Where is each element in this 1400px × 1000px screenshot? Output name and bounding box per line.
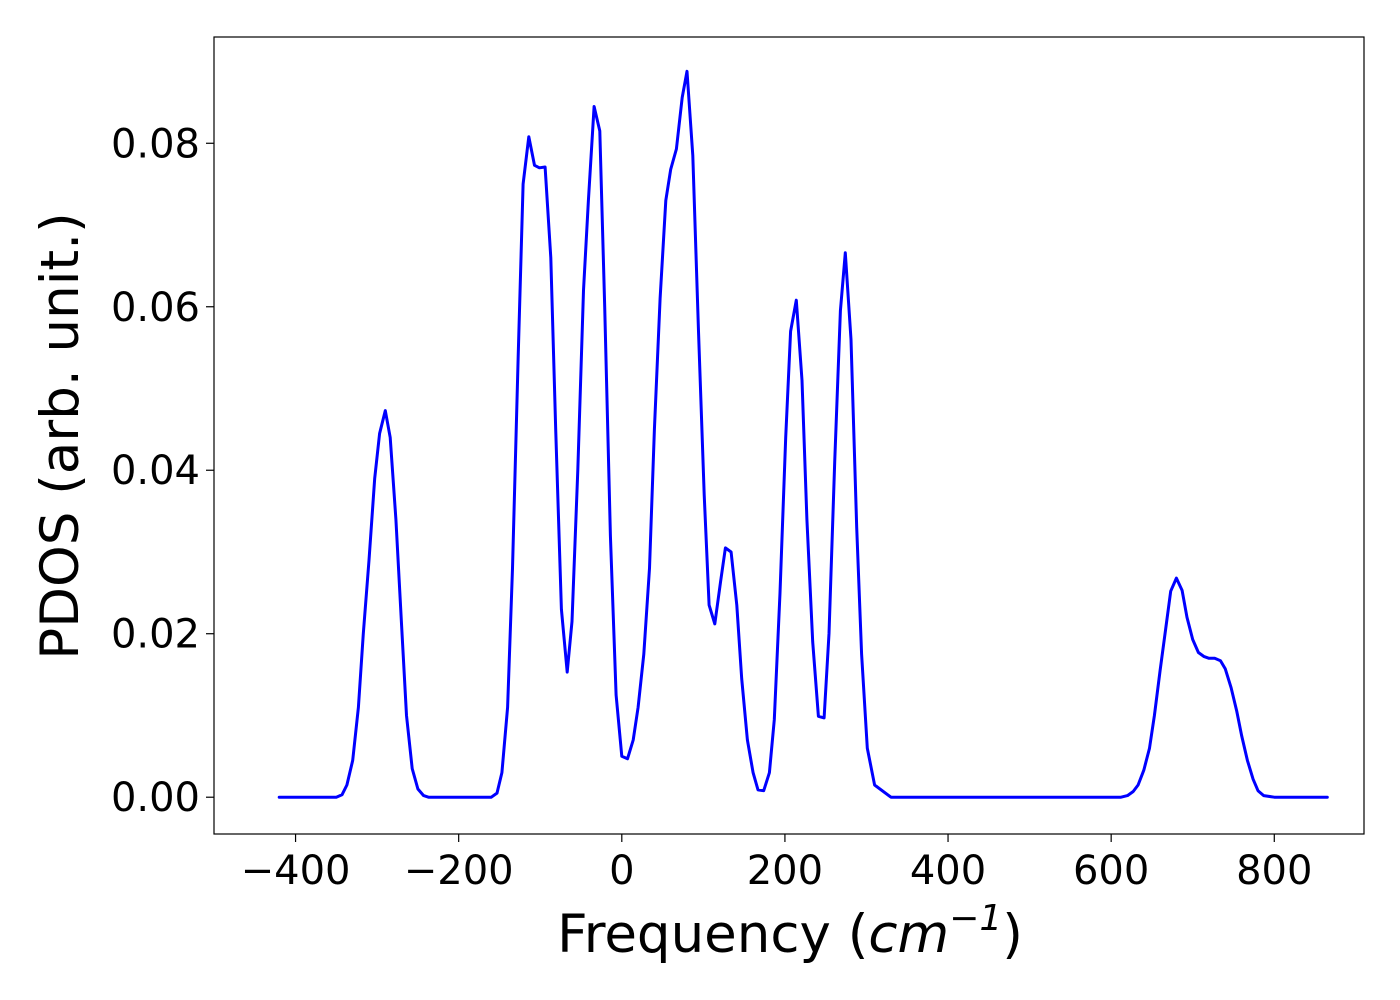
pdos-series-line [277,69,1329,799]
y-tick-label: 0.02 [111,612,200,658]
y-axis-label: PDOS (arb. unit.) [30,212,91,659]
x-tick-label: 600 [1073,848,1149,894]
x-axis-label: Frequency (cm−1) [557,898,1023,965]
x-axis-ticks: −400 −200 0 200 400 600 800 [241,834,1312,894]
y-tick-label: 0.04 [111,448,200,494]
y-tick-label: 0.08 [111,121,200,167]
y-axis-ticks: 0.00 0.02 0.04 0.06 0.08 [111,121,214,821]
plot-frame [213,36,1365,835]
x-tick-label: −400 [241,848,351,894]
y-tick-label: 0.00 [111,775,200,821]
x-tick-label: 0 [609,848,634,894]
x-tick-label: 800 [1236,848,1312,894]
y-tick-label: 0.06 [111,285,200,331]
x-tick-label: −200 [404,848,514,894]
x-tick-label: 400 [910,848,986,894]
x-tick-label: 200 [747,848,823,894]
